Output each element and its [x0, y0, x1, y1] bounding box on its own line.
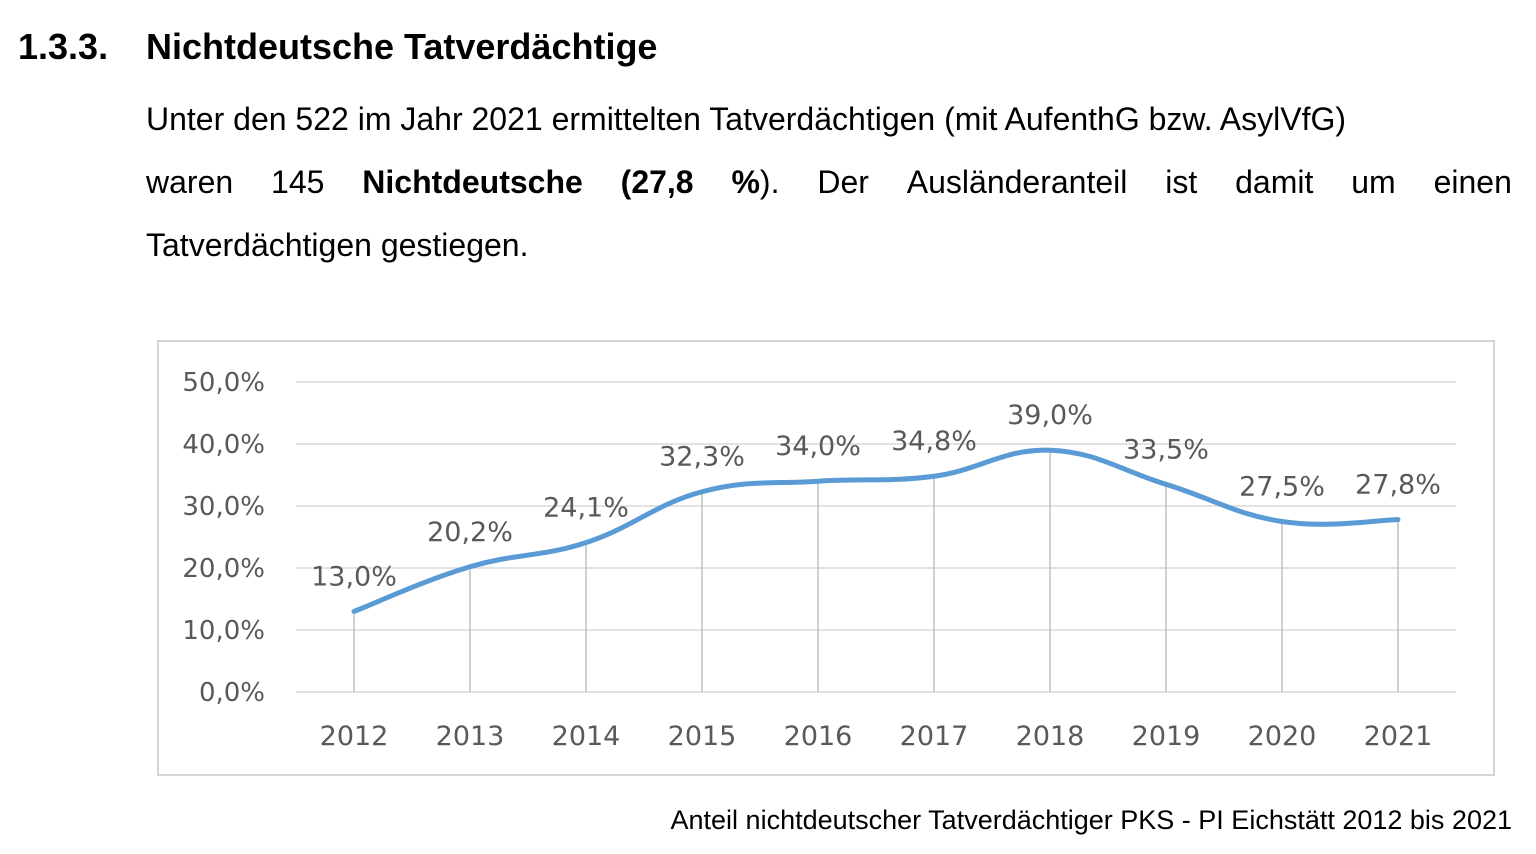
data-label-2018: 39,0% [1007, 400, 1093, 431]
word: ist [1165, 164, 1198, 200]
y-axis-labels: 0,0% 10,0% 20,0% 30,0% 40,0% 50,0% [182, 368, 265, 708]
closing-paren: ). [759, 164, 780, 200]
word: damit [1235, 164, 1314, 200]
section-title: Nichtdeutsche Tatverdächtige [146, 26, 658, 67]
series-line-path [351, 447, 1401, 614]
x-tick-label: 2020 [1248, 721, 1317, 752]
drop-lines [353, 450, 1399, 692]
y-tick-label: 10,0% [182, 616, 265, 646]
series-line [351, 447, 1401, 614]
section-heading: 1.3.3. Nichtdeutsche Tatverdächtige [18, 26, 657, 68]
grid-lines [296, 381, 1456, 693]
x-tick-label: 2015 [668, 721, 737, 752]
paragraph-line-2: waren 145 Nichtdeutsche (27,8 %). Der Au… [146, 151, 1512, 214]
y-tick-label: 30,0% [182, 492, 265, 522]
data-labels: 13,0% 20,2% 24,1% 32,3% 34,0% 34,8% 39,0% 33,5%… [311, 400, 1441, 592]
data-label-2021: 27,8% [1355, 470, 1441, 501]
data-label-2015: 32,3% [659, 442, 745, 473]
word: einen [1433, 164, 1512, 200]
percentage-group: (27,8 [621, 151, 694, 214]
paragraph-line-1: Unter den 522 im Jahr 2021 ermittelten T… [146, 101, 1347, 137]
x-tick-label: 2016 [784, 721, 853, 752]
x-tick-label: 2018 [1016, 721, 1085, 752]
y-tick-label: 20,0% [182, 554, 265, 584]
word: 145 [271, 164, 325, 200]
data-label-2013: 20,2% [427, 517, 513, 548]
data-label-2016: 34,0% [775, 431, 861, 462]
word: Der [817, 164, 869, 200]
x-tick-label: 2021 [1364, 721, 1433, 752]
data-label-2019: 33,5% [1123, 434, 1209, 465]
chart-frame: 0,0% 10,0% 20,0% 30,0% 40,0% 50,0% 2012 2013 20… [157, 340, 1495, 776]
x-tick-label: 2019 [1132, 721, 1201, 752]
section-number: 1.3.3. [18, 26, 109, 67]
x-tick-label: 2012 [320, 721, 389, 752]
y-tick-label: 40,0% [182, 430, 265, 460]
line-chart: 0,0%10,0%20,0%30,0%40,0%50,0% 2012 2013 20… [182, 368, 1456, 752]
data-label-2012: 13,0% [311, 561, 397, 592]
bold-percentage-value: (27,8 [620, 164, 694, 200]
y-tick-label: 0,0% [199, 678, 265, 708]
data-label-2014: 24,1% [543, 493, 629, 524]
word: Ausländeranteil [906, 164, 1128, 200]
figure-caption: Anteil nichtdeutscher Tatverdächtiger PK… [670, 805, 1512, 835]
paragraph-line-3: Tatverdächtigen gestiegen. [146, 227, 529, 263]
word: um [1351, 164, 1396, 200]
body-paragraph: Unter den 522 im Jahr 2021 ermittelten T… [146, 88, 1512, 277]
bold-term-nichtdeutsche: Nichtdeutsche [362, 164, 583, 200]
x-tick-label: 2014 [552, 721, 621, 752]
percentage-group-end: %). [731, 151, 779, 214]
x-tick-label: 2013 [436, 721, 505, 752]
y-tick-label: 50,0% [182, 368, 265, 398]
data-label-2017: 34,8% [891, 426, 977, 457]
word: waren [146, 164, 234, 200]
bold-percent-sign: % [731, 164, 760, 200]
x-axis-labels: 2012 2013 2014 2015 2016 2017 2018 2019 2020 2021 [320, 721, 1433, 752]
x-tick-label: 2017 [900, 721, 969, 752]
data-label-2020: 27,5% [1239, 472, 1325, 503]
